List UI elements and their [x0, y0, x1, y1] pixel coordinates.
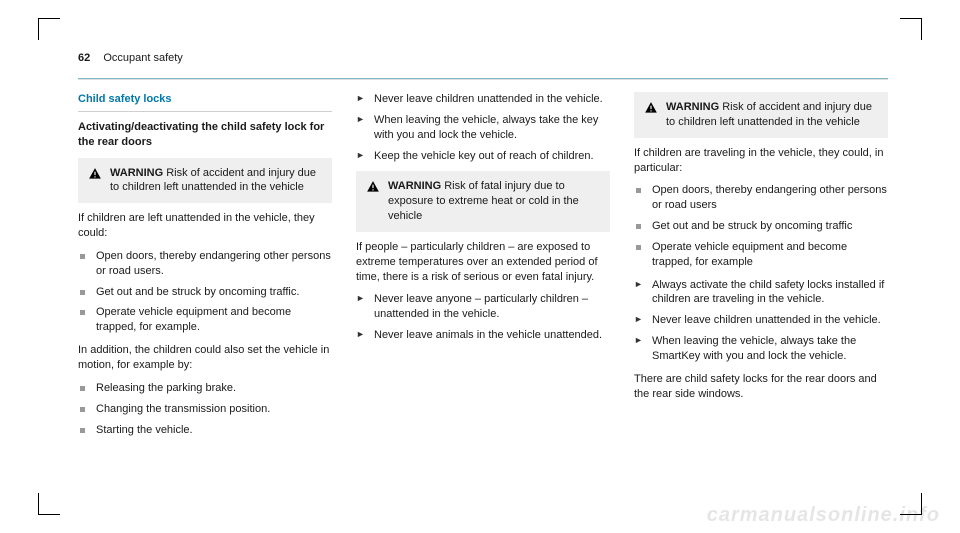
warning-triangle-icon [366, 180, 380, 194]
columns: Child safety locks Activating/deactivati… [78, 92, 888, 445]
paragraph: If children are traveling in the vehicle… [634, 146, 888, 176]
warning-box: WARNING Risk of accident and injury due … [634, 92, 888, 138]
crop-mark-tr [900, 18, 922, 40]
list-item: Get out and be struck by oncoming traffi… [92, 285, 332, 300]
list-item: Operate vehicle equipment and become tra… [648, 240, 888, 270]
bullet-list: Open doors, thereby endangering other pe… [78, 249, 332, 335]
warning-box: WARNING Risk of accident and injury due … [78, 158, 332, 204]
page-number: 62 [78, 52, 90, 64]
paragraph: If people – particularly children – are … [356, 240, 610, 285]
list-item: Keep the vehicle key out of reach of chi… [370, 149, 610, 164]
watermark: carmanualsonline.info [707, 504, 940, 527]
list-item: Operate vehicle equipment and become tra… [92, 305, 332, 335]
bullet-list: Open doors, thereby endangering other pe… [634, 183, 888, 269]
chapter-title: Occupant safety [103, 52, 183, 64]
warning-label: WARNING [388, 180, 441, 192]
list-item: Always activate the child safety locks i… [648, 278, 888, 308]
page-header: 62 Occupant safety [78, 52, 888, 64]
section-title: Child safety locks [78, 92, 332, 107]
warning-text: WARNING Risk of accident and injury due … [110, 166, 322, 196]
column-1: Child safety locks Activating/deactivati… [78, 92, 332, 445]
list-item: Never leave children unattended in the v… [648, 313, 888, 328]
list-item: Open doors, thereby endangering other pe… [648, 183, 888, 213]
list-item: When leaving the vehicle, always take th… [370, 113, 610, 143]
warning-label: WARNING [666, 101, 719, 113]
paragraph: In addition, the children could also set… [78, 343, 332, 373]
list-item: Never leave children unattended in the v… [370, 92, 610, 107]
section-underline [78, 111, 332, 112]
list-item: Releasing the parking brake. [92, 381, 332, 396]
arrow-list: Never leave anyone – particularly childr… [356, 292, 610, 343]
warning-text: WARNING Risk of fatal injury due to expo… [388, 179, 600, 224]
subheading: Activating/deactivating the child safety… [78, 120, 332, 150]
warning-triangle-icon [644, 101, 658, 115]
list-item: Starting the vehicle. [92, 423, 332, 438]
arrow-list: Never leave children unattended in the v… [356, 92, 610, 163]
warning-label: WARNING [110, 167, 163, 179]
paragraph: There are child safety locks for the rea… [634, 372, 888, 402]
column-2: Never leave children unattended in the v… [356, 92, 610, 445]
list-item: Open doors, thereby endangering other pe… [92, 249, 332, 279]
warning-box: WARNING Risk of fatal injury due to expo… [356, 171, 610, 232]
list-item: Get out and be struck by oncoming traffi… [648, 219, 888, 234]
arrow-list: Always activate the child safety locks i… [634, 278, 888, 364]
list-item: Changing the transmission position. [92, 402, 332, 417]
column-3: WARNING Risk of accident and injury due … [634, 92, 888, 445]
page: 62 Occupant safety Child safety locks Ac… [0, 0, 960, 485]
header-rule [78, 78, 888, 80]
crop-mark-tl [38, 18, 60, 40]
bullet-list: Releasing the parking brake. Changing th… [78, 381, 332, 438]
warning-text: WARNING Risk of accident and injury due … [666, 100, 878, 130]
crop-mark-bl [38, 493, 60, 515]
warning-triangle-icon [88, 167, 102, 181]
list-item: Never leave animals in the vehicle unatt… [370, 328, 610, 343]
paragraph: If children are left unattended in the v… [78, 211, 332, 241]
list-item: When leaving the vehicle, always take th… [648, 334, 888, 364]
list-item: Never leave anyone – particularly childr… [370, 292, 610, 322]
